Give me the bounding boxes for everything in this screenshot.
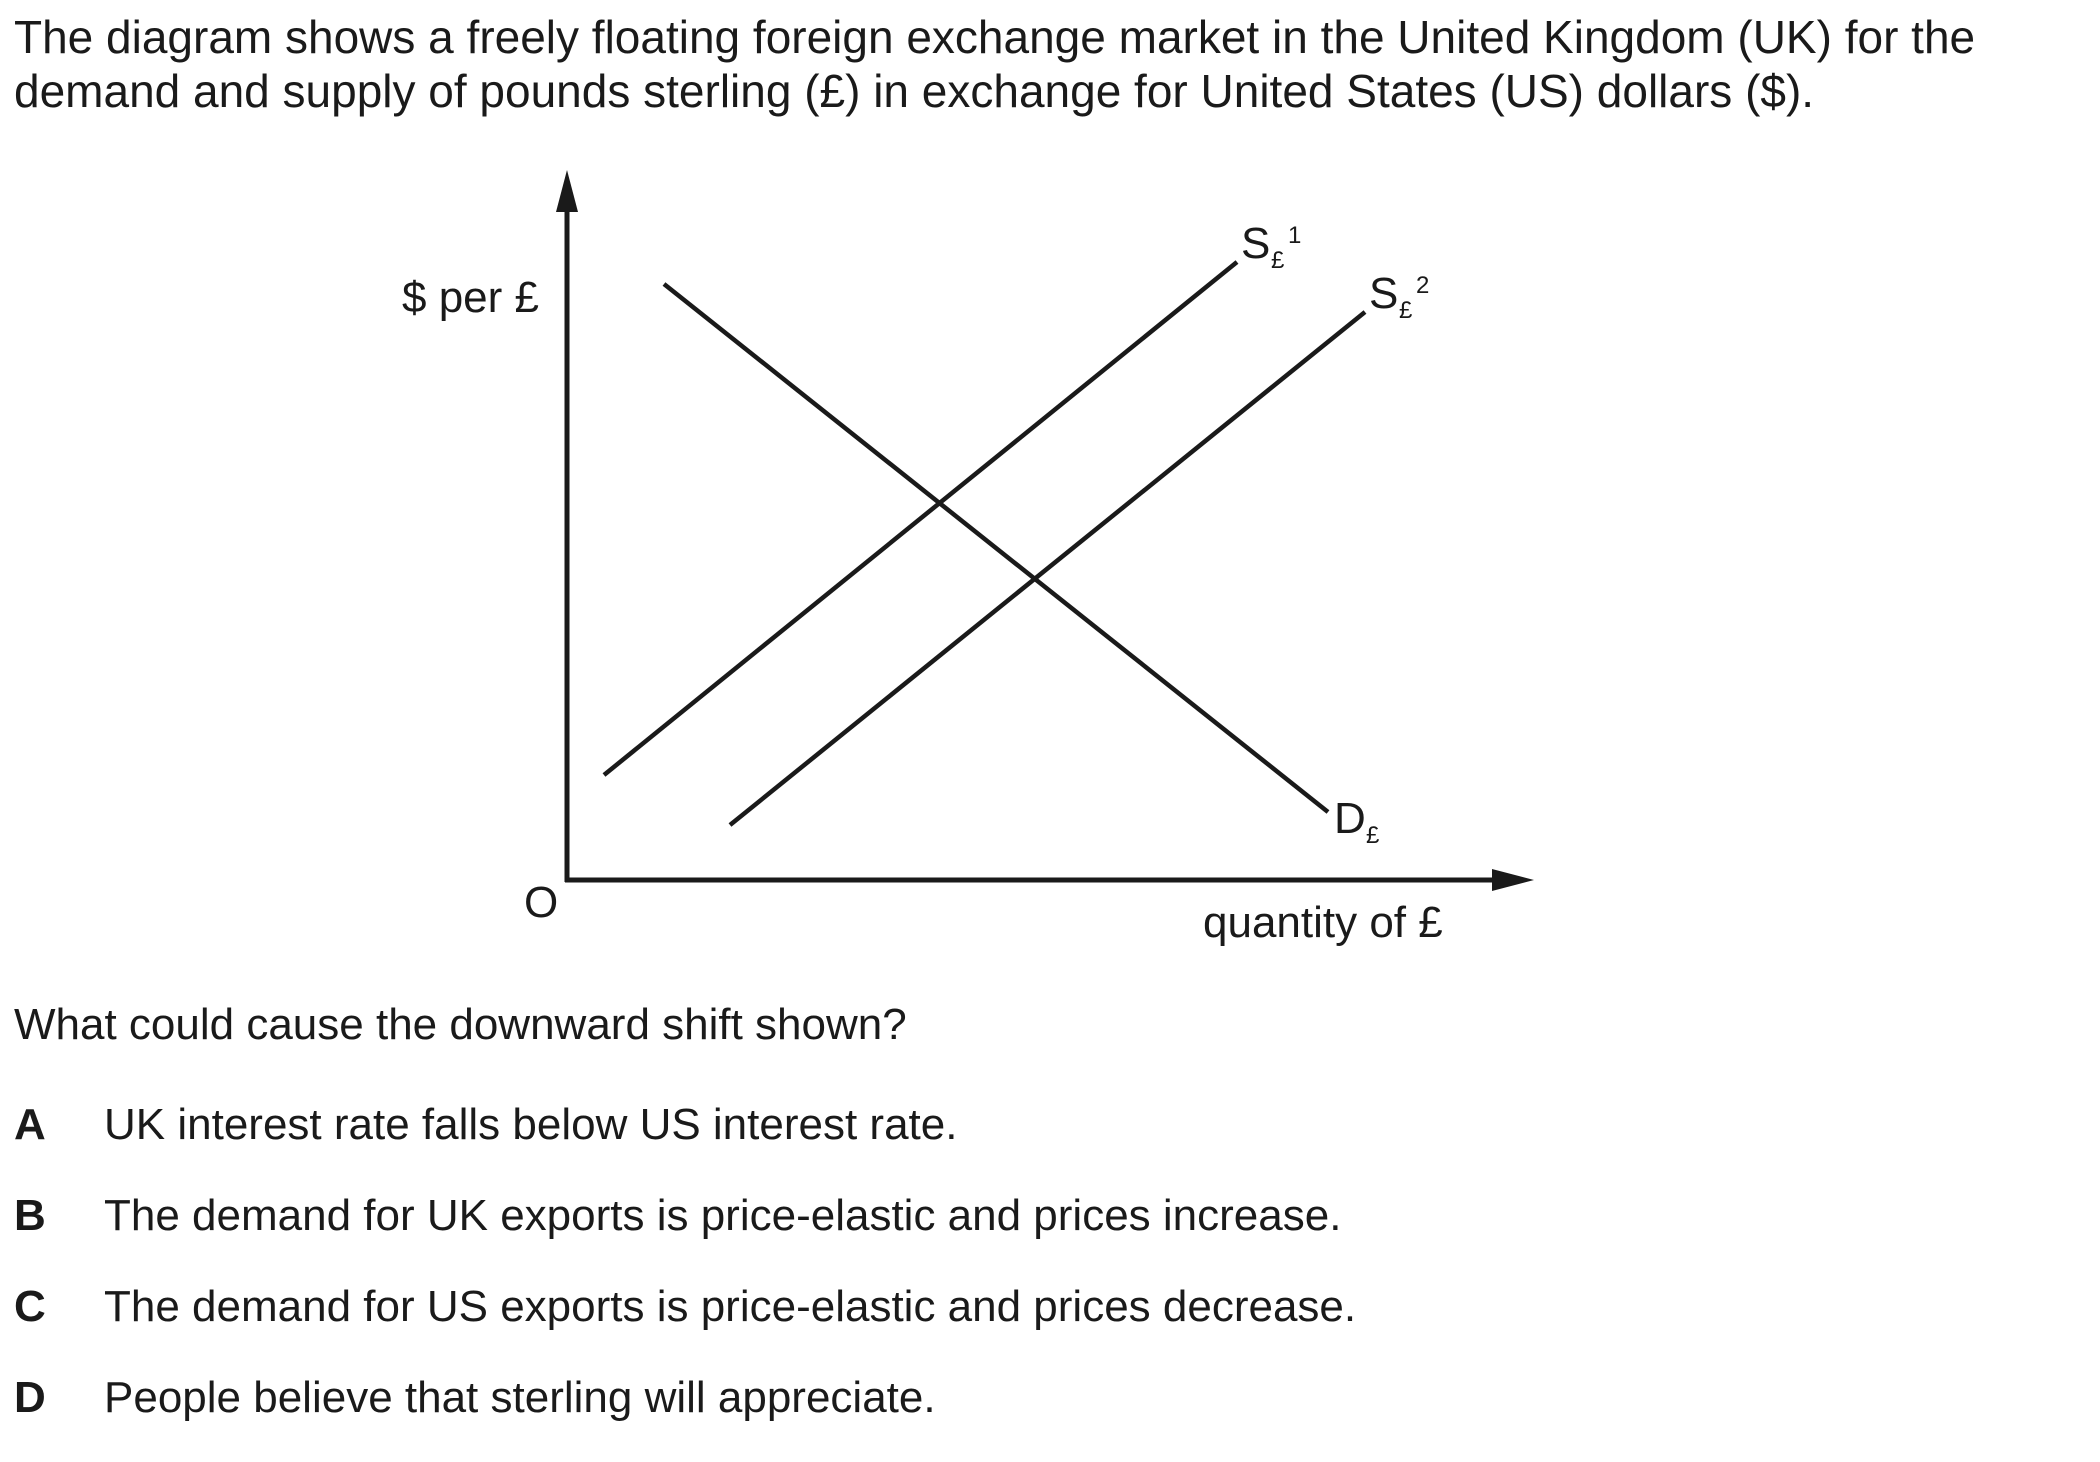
supply-1-main: S bbox=[1241, 219, 1270, 268]
intro-text: The diagram shows a freely floating fore… bbox=[14, 10, 2084, 118]
supply-curve-1-label: S £ 1 bbox=[1241, 219, 1301, 274]
option-a-text: UK interest rate falls below US interest… bbox=[104, 1100, 958, 1149]
x-axis-arrowhead bbox=[1492, 869, 1534, 891]
demand-main: D bbox=[1334, 794, 1366, 843]
demand-sub: £ bbox=[1366, 822, 1379, 849]
option-c[interactable]: C The demand for US exports is price-ela… bbox=[14, 1280, 1356, 1371]
option-d-text: People believe that sterling will apprec… bbox=[104, 1373, 936, 1422]
answer-options: A UK interest rate falls below US intere… bbox=[14, 1098, 1356, 1462]
supply-curve-2 bbox=[728, 310, 1367, 827]
option-b[interactable]: B The demand for UK exports is price-ela… bbox=[14, 1189, 1356, 1280]
option-c-letter: C bbox=[14, 1282, 46, 1331]
supply-2-sup: 2 bbox=[1416, 272, 1429, 299]
intro-line-1: The diagram shows a freely floating fore… bbox=[14, 11, 1976, 63]
option-b-text: The demand for UK exports is price-elast… bbox=[104, 1191, 1342, 1240]
option-a[interactable]: A UK interest rate falls below US intere… bbox=[14, 1098, 1356, 1189]
supply-curve-2-label: S £ 2 bbox=[1369, 269, 1429, 324]
option-d[interactable]: D People believe that sterling will appr… bbox=[14, 1371, 1356, 1462]
option-d-letter: D bbox=[14, 1373, 46, 1422]
option-b-letter: B bbox=[14, 1191, 46, 1240]
demand-curve bbox=[662, 282, 1330, 814]
origin-label: O bbox=[524, 878, 558, 927]
supply-curve-1 bbox=[602, 260, 1239, 777]
demand-curve-label: D £ bbox=[1334, 794, 1379, 849]
x-axis-label: quantity of £ bbox=[1203, 898, 1443, 947]
option-a-letter: A bbox=[14, 1100, 46, 1149]
y-axis-label: $ per £ bbox=[402, 273, 539, 322]
y-axis-arrowhead bbox=[556, 170, 578, 212]
supply-2-sub: £ bbox=[1399, 297, 1412, 324]
intro-line-2: demand and supply of pounds sterling (£)… bbox=[14, 65, 1815, 117]
option-c-text: The demand for US exports is price-elast… bbox=[104, 1282, 1357, 1331]
supply-1-sub: £ bbox=[1271, 247, 1284, 274]
exchange-market-diagram: $ per £ O quantity of £ S £ 1 S £ 2 D £ bbox=[402, 170, 1534, 947]
question-text: What could cause the downward shift show… bbox=[14, 1000, 907, 1049]
supply-2-main: S bbox=[1369, 269, 1398, 318]
supply-1-sup: 1 bbox=[1288, 222, 1301, 249]
